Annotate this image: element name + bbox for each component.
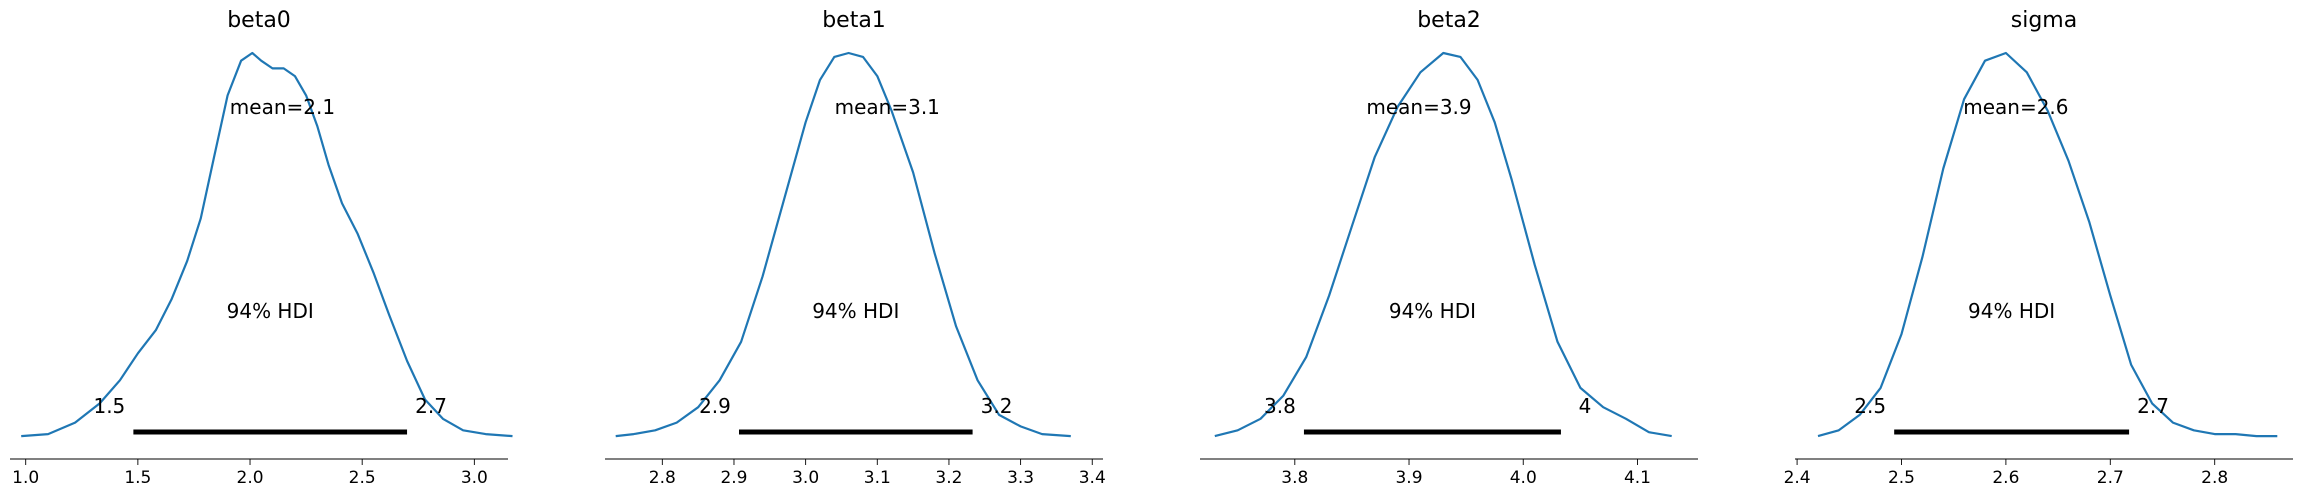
x-tick-label: 2.6: [1992, 468, 2019, 488]
x-tick-label: 3.0: [792, 468, 819, 488]
hdi-label: 94% HDI: [1389, 299, 1476, 323]
x-tick-label: 2.5: [1888, 468, 1915, 488]
panel-title: beta2: [1417, 8, 1481, 33]
x-tick-label: 3.9: [1395, 468, 1422, 488]
mean-label: mean=3.9: [1366, 95, 1471, 119]
x-tick-label: 2.9: [720, 468, 747, 488]
x-tick-label: 4.0: [1510, 468, 1537, 488]
x-tick-label: 3.4: [1079, 468, 1106, 488]
posterior-panel-beta1: beta1 mean=3.1 94% HDI 2.9 3.2 2.8 2.9 3.0 3.1 3.…: [605, 8, 1106, 488]
hdi-low-label: 2.5: [1854, 394, 1886, 418]
x-tick-label: 2.8: [649, 468, 676, 488]
x-tick-label: 4.1: [1624, 468, 1651, 488]
panel-title: sigma: [2011, 8, 2077, 33]
hdi-low-label: 3.8: [1264, 394, 1296, 418]
posterior-panel-beta2: beta2 mean=3.9 94% HDI 3.8 4 3.8 3.9 4.0 4.1: [1200, 8, 1698, 488]
x-tick-label: 3.3: [1007, 468, 1034, 488]
hdi-high-label: 4: [1579, 394, 1592, 418]
mean-label: mean=2.6: [1963, 95, 2068, 119]
x-tick-label: 3.2: [935, 468, 962, 488]
hdi-label: 94% HDI: [227, 299, 314, 323]
x-tick-label: 3.8: [1281, 468, 1308, 488]
posterior-panel-sigma: sigma mean=2.6 94% HDI 2.5 2.7 2.4 2.5 2.6 2.7 2.…: [1784, 8, 2293, 488]
hdi-label: 94% HDI: [812, 299, 899, 323]
x-tick-label: 3.1: [864, 468, 891, 488]
hdi-low-label: 2.9: [699, 394, 731, 418]
posterior-panel-beta0: beta0 mean=2.1 94% HDI 1.5 2.7 1.0 1.5 2.0 2.5 3.…: [10, 8, 513, 488]
x-tick-label: 1.0: [12, 468, 39, 488]
x-tick-label: 2.8: [2201, 468, 2228, 488]
panel-title: beta0: [227, 8, 291, 33]
panel-title: beta1: [822, 8, 886, 33]
mean-label: mean=2.1: [230, 95, 335, 119]
hdi-label: 94% HDI: [1968, 299, 2055, 323]
mean-label: mean=3.1: [835, 95, 940, 119]
x-tick-label: 1.5: [124, 468, 151, 488]
hdi-high-label: 2.7: [415, 394, 447, 418]
x-tick-label: 2.7: [2097, 468, 2124, 488]
density-curve: [1214, 51, 1672, 438]
x-tick-label: 2.4: [1784, 468, 1811, 488]
density-curve: [615, 51, 1071, 438]
x-tick-label: 2.5: [349, 468, 376, 488]
density-curve: [21, 51, 513, 438]
hdi-low-label: 1.5: [93, 394, 125, 418]
x-tick-label: 2.0: [237, 468, 264, 488]
density-curve: [1817, 51, 2278, 438]
hdi-high-label: 3.2: [981, 394, 1013, 418]
x-tick-label: 3.0: [461, 468, 488, 488]
hdi-high-label: 2.7: [2137, 394, 2169, 418]
